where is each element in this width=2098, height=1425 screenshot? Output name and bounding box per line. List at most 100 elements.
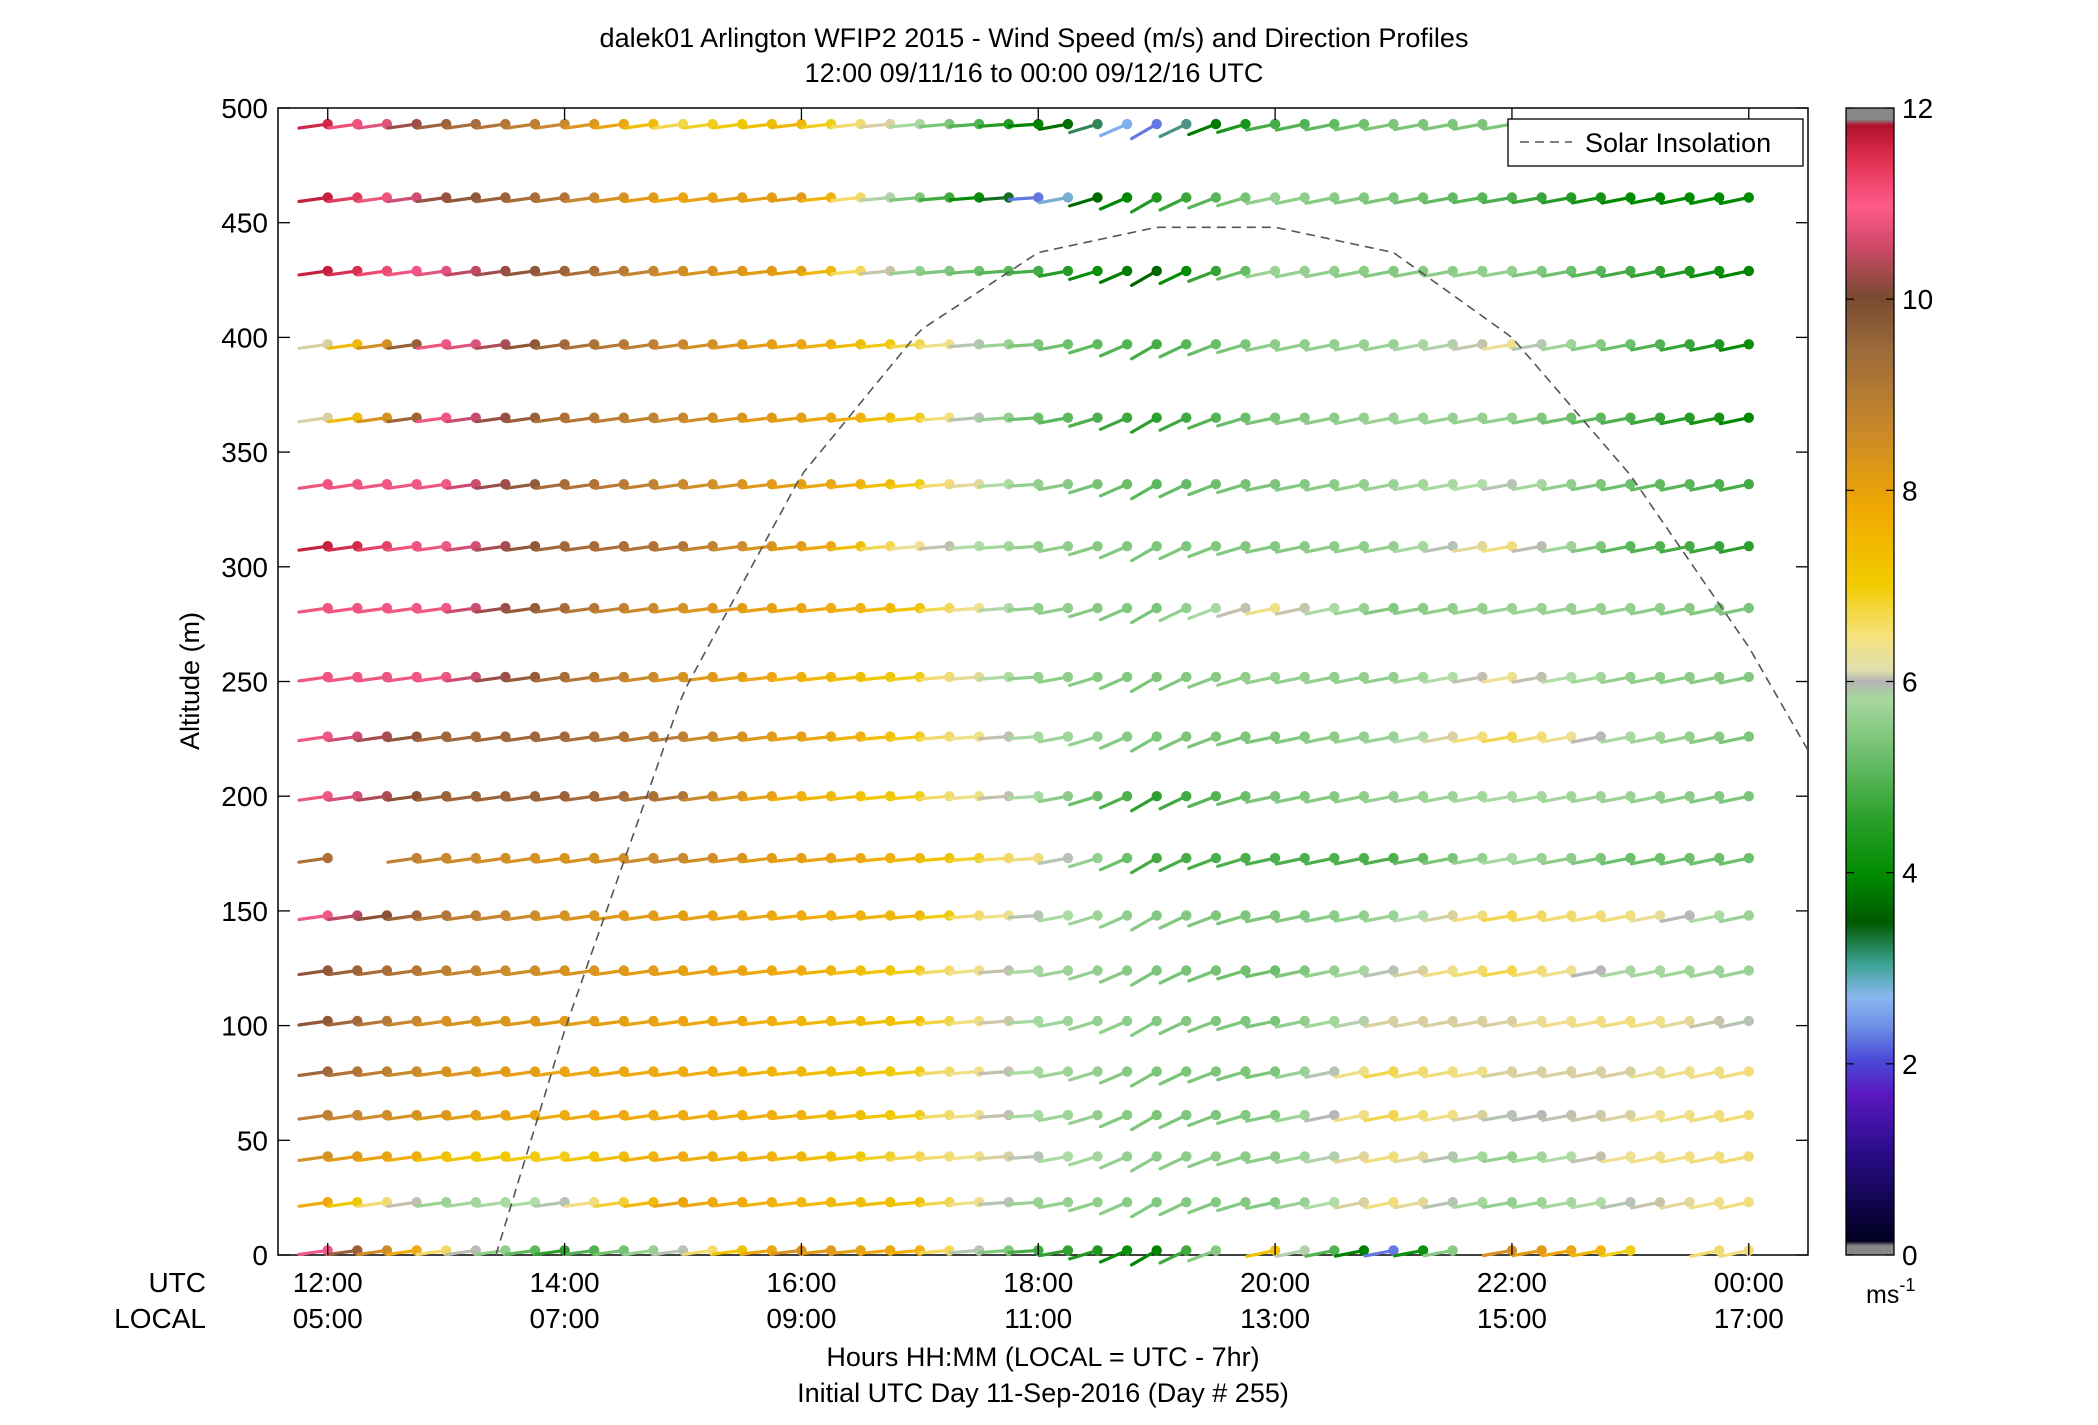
wind-barb-dot xyxy=(1210,479,1222,490)
wind-barb-dot xyxy=(1210,852,1222,864)
wind-barb-dot xyxy=(1092,541,1103,552)
wind-barb-dot xyxy=(1536,910,1547,921)
wind-barb-dot xyxy=(1299,541,1310,552)
wind-barb-dot xyxy=(1092,118,1103,130)
wind-barb-dot xyxy=(1033,1066,1044,1077)
wind-barb-dot xyxy=(1536,1197,1547,1208)
wind-barb-dot xyxy=(1151,192,1162,203)
wind-barb-dot xyxy=(1654,192,1666,203)
wind-barb-dot xyxy=(1684,541,1695,552)
wind-barb-dot xyxy=(1092,1066,1103,1077)
wind-barb-dot xyxy=(1595,192,1607,203)
colorbar-tick-label: 10 xyxy=(1902,284,1933,315)
wind-barb-dot xyxy=(1269,852,1281,864)
wind-barb-dot xyxy=(1566,791,1577,802)
wind-barb-dot xyxy=(1506,731,1518,742)
wind-barb-dot xyxy=(1743,1151,1755,1162)
wind-barb-dot xyxy=(1033,1015,1044,1027)
wind-barb-dot xyxy=(1003,118,1014,130)
wind-barb-dot xyxy=(1121,412,1133,423)
wind-barb-dot xyxy=(1684,602,1695,614)
colorbar-tick-label: 8 xyxy=(1902,475,1918,506)
wind-barb-dot xyxy=(1714,852,1725,864)
wind-barb-dot xyxy=(1151,1066,1162,1077)
wind-barb-dot xyxy=(1743,852,1755,864)
wind-barb-dot xyxy=(1181,1109,1192,1121)
wind-barb-dot xyxy=(1625,1066,1636,1077)
x-tick-label-utc: 18:00 xyxy=(1003,1267,1073,1298)
wind-barb-dot xyxy=(1388,602,1399,614)
y-tick-label: 250 xyxy=(221,667,268,698)
wind-barb-dot xyxy=(1743,965,1755,976)
x-tick-label-utc: 00:00 xyxy=(1714,1267,1784,1298)
wind-barb-dot xyxy=(1121,265,1133,277)
wind-barb-dot xyxy=(1240,479,1251,490)
wind-barb-dot xyxy=(1388,731,1399,742)
wind-barb-dot xyxy=(1684,910,1695,921)
wind-barb-dot xyxy=(1536,852,1547,864)
wind-barb-dot xyxy=(1506,1015,1518,1027)
wind-barb-dot xyxy=(1714,731,1725,742)
wind-barb-dot xyxy=(1447,1151,1458,1162)
wind-barb-dot xyxy=(1181,602,1192,614)
wind-barb-dot xyxy=(1210,671,1222,683)
wind-barb-dot xyxy=(1151,852,1162,864)
wind-barb-dot xyxy=(1536,1109,1547,1121)
wind-barb-dot xyxy=(1477,541,1488,552)
wind-barb-dot xyxy=(1506,965,1518,976)
wind-barb-dot xyxy=(1210,1015,1222,1027)
x-tick-label-local: 15:00 xyxy=(1477,1303,1547,1334)
wind-barb-dot xyxy=(1654,265,1666,277)
wind-barb-dot xyxy=(1329,1066,1340,1077)
wind-barb-dot xyxy=(1121,118,1133,130)
wind-barb-dot xyxy=(1714,1197,1725,1208)
wind-barb-dot xyxy=(1033,118,1044,130)
wind-barb-dot xyxy=(1654,791,1666,802)
wind-barb-dot xyxy=(1092,852,1103,864)
y-axis: 0 50 100 150 200 250 300 350 400 450 500 xyxy=(221,93,1808,1271)
wind-barb-dot xyxy=(1477,731,1488,742)
wind-barb-dot xyxy=(1477,479,1488,490)
wind-barb-dot xyxy=(1092,731,1103,742)
wind-barb-dot xyxy=(1181,192,1192,203)
wind-barb-dot xyxy=(1151,541,1162,552)
wind-barb-dot xyxy=(1506,339,1518,350)
wind-barb-dot xyxy=(973,541,985,552)
wind-barb-dot xyxy=(1210,541,1222,552)
wind-barb-dot xyxy=(1240,1066,1251,1077)
wind-barb-dot xyxy=(1595,910,1607,921)
wind-barb-dot xyxy=(1536,1066,1547,1077)
wind-barb-dot xyxy=(1684,791,1695,802)
wind-barb-dot xyxy=(1625,965,1636,976)
wind-barb-dot xyxy=(1447,602,1458,614)
wind-barb-dot xyxy=(1033,412,1044,423)
wind-barb-dot xyxy=(1654,541,1666,552)
wind-barb-dot xyxy=(1358,1015,1370,1027)
wind-barb-dot xyxy=(1447,541,1458,552)
colorbar-tick-label: 0 xyxy=(1902,1240,1918,1271)
wind-barb-dot xyxy=(1240,731,1251,742)
wind-barb-dot xyxy=(1210,1109,1222,1121)
wind-barb-dot xyxy=(1714,791,1725,802)
wind-barb-dot xyxy=(1447,731,1458,742)
wind-barb-dot xyxy=(1477,1066,1488,1077)
wind-barb-dot xyxy=(1151,965,1162,976)
wind-barb-dot xyxy=(1358,791,1370,802)
wind-barb-dot xyxy=(1714,1245,1725,1256)
wind-barb-dot xyxy=(1062,1066,1074,1077)
wind-barb-dot xyxy=(1358,910,1370,921)
wind-barb-dot xyxy=(1181,910,1192,921)
wind-barb-dot xyxy=(1299,671,1310,683)
wind-barb-dot xyxy=(1595,671,1607,683)
wind-barb-dot xyxy=(1003,192,1014,203)
wind-barb-dot xyxy=(1536,1015,1547,1027)
wind-barb-dot xyxy=(1358,479,1370,490)
wind-barb-dot xyxy=(1181,412,1192,423)
wind-barb-dot xyxy=(1447,1109,1458,1121)
wind-barb-dot xyxy=(1121,339,1133,350)
wind-barb-dot xyxy=(1181,541,1192,552)
wind-barb-dot xyxy=(1269,265,1281,277)
wind-barb-dot xyxy=(1151,412,1162,423)
wind-barb-dot xyxy=(1299,1109,1310,1121)
wind-barb-dot xyxy=(1358,602,1370,614)
